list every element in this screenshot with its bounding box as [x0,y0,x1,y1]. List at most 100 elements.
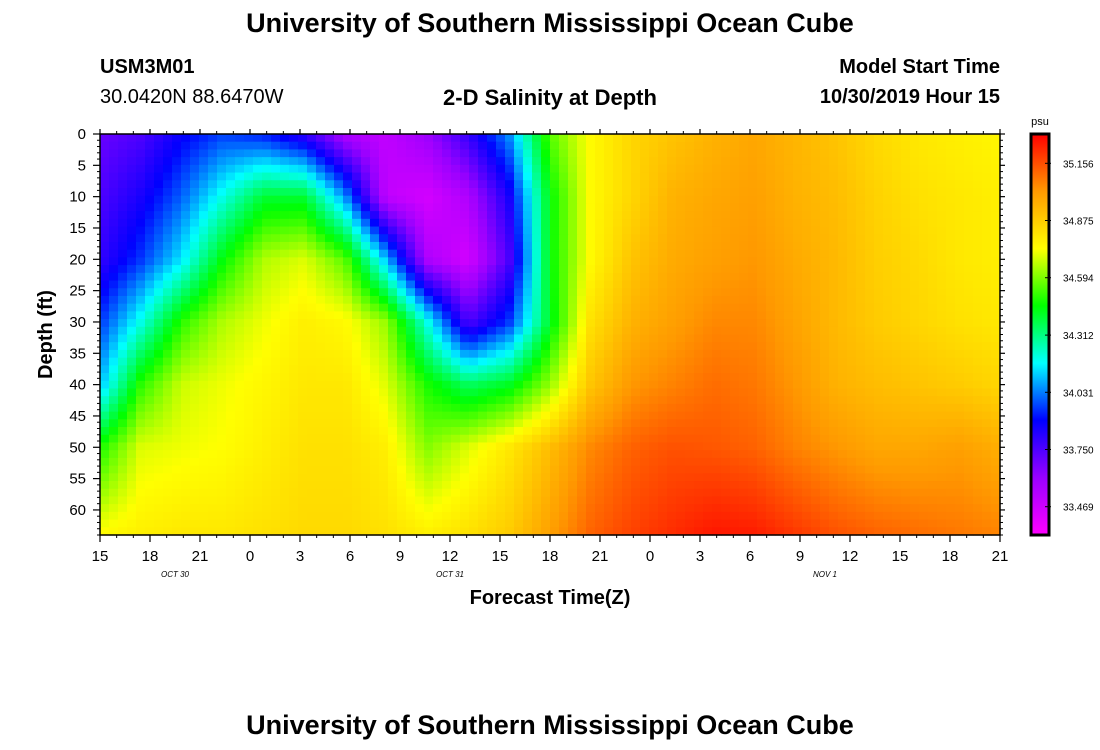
heatmap-cell [262,319,272,328]
heatmap-cell [217,211,227,220]
plot-title: 2-D Salinity at Depth [443,85,657,110]
heatmap-cell [982,427,992,436]
heatmap-cell [883,303,893,312]
heatmap-cell [442,303,452,312]
heatmap-cell [478,172,488,181]
heatmap-cell [334,411,344,420]
heatmap-cell [865,295,875,305]
heatmap-cell [469,272,479,282]
heatmap-cell [442,149,452,158]
heatmap-cell [235,342,245,351]
heatmap-cell [847,187,857,197]
heatmap-cell [460,187,470,197]
heatmap-cell [856,496,866,505]
heatmap-cell [199,403,209,413]
heatmap-cell [928,365,938,374]
heatmap-cell [271,218,281,228]
heatmap-cell [559,365,569,374]
heatmap-cell [685,234,695,243]
heatmap-cell [730,134,740,143]
heatmap-cell [775,187,785,197]
heatmap-cell [532,457,542,467]
heatmap-cell [955,427,965,436]
heatmap-cell [424,427,434,436]
heatmap-cell [793,396,803,405]
heatmap-cell [235,265,245,274]
heatmap-cell [208,288,218,297]
heatmap-cell [667,180,677,189]
heatmap-cell [676,349,686,359]
heatmap-cell [568,427,578,436]
heatmap-cell [847,288,857,297]
heatmap-cell [289,396,299,405]
heatmap-cell [811,164,821,174]
heatmap-cell [442,195,452,204]
heatmap-cell [757,357,767,366]
heatmap-cell [316,295,326,305]
heatmap-cell [532,134,542,143]
heatmap-cell [640,511,650,521]
heatmap-cell [316,280,326,289]
heatmap-cell [199,288,209,297]
heatmap-cell [118,226,128,235]
heatmap-cell [703,403,713,413]
heatmap-cell [253,295,263,305]
heatmap-cell [109,149,119,158]
heatmap-cell [667,334,677,343]
heatmap-cell [523,187,533,197]
heatmap-cell [838,218,848,228]
heatmap-cell [379,295,389,305]
heatmap-cell [775,473,785,482]
heatmap-cell [280,450,290,459]
heatmap-cell [397,326,407,336]
heatmap-cell [631,357,641,366]
heatmap-cell [550,187,560,197]
heatmap-cell [730,226,740,235]
heatmap-cell [847,465,857,474]
heatmap-cell [469,211,479,220]
heatmap-cell [676,157,686,166]
heatmap-cell [910,164,920,174]
heatmap-cell [280,180,290,189]
heatmap-cell [937,311,947,320]
heatmap-cell [640,195,650,204]
heatmap-cell [523,157,533,166]
heatmap-cell [388,457,398,467]
heatmap-cell [280,164,290,174]
heatmap-cell [685,187,695,197]
heatmap-cell [856,180,866,189]
heatmap-cell [955,241,965,251]
heatmap-cell [352,481,362,490]
heatmap-cell [235,326,245,336]
heatmap-cell [901,211,911,220]
heatmap-cell [127,311,137,320]
heatmap-cell [613,481,623,490]
heatmap-cell [703,488,713,498]
heatmap-cell [496,241,506,251]
heatmap-cell [100,457,110,467]
heatmap-cell [658,411,668,420]
heatmap-cell [568,419,578,428]
heatmap-cell [451,357,461,366]
heatmap-cell [460,164,470,174]
heatmap-cell [136,303,146,312]
heatmap-cell [163,195,173,204]
heatmap-cell [424,280,434,289]
heatmap-cell [766,203,776,212]
heatmap-cell [253,141,263,151]
heatmap-cell [658,211,668,220]
heatmap-cell [793,457,803,467]
heatmap-cell [397,334,407,343]
heatmap-cell [640,380,650,390]
heatmap-cell [514,373,524,382]
heatmap-cell [892,496,902,505]
heatmap-cell [748,134,758,143]
heatmap-cell [253,488,263,498]
heatmap-cell [748,234,758,243]
heatmap-cell [217,504,227,513]
heatmap-cell [586,234,596,243]
heatmap-cell [136,172,146,181]
heatmap-cell [424,164,434,174]
heatmap-cell [199,481,209,490]
heatmap-cell [955,218,965,228]
